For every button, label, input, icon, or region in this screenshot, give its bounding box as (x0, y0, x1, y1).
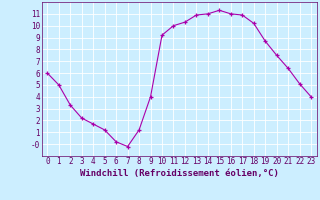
X-axis label: Windchill (Refroidissement éolien,°C): Windchill (Refroidissement éolien,°C) (80, 169, 279, 178)
